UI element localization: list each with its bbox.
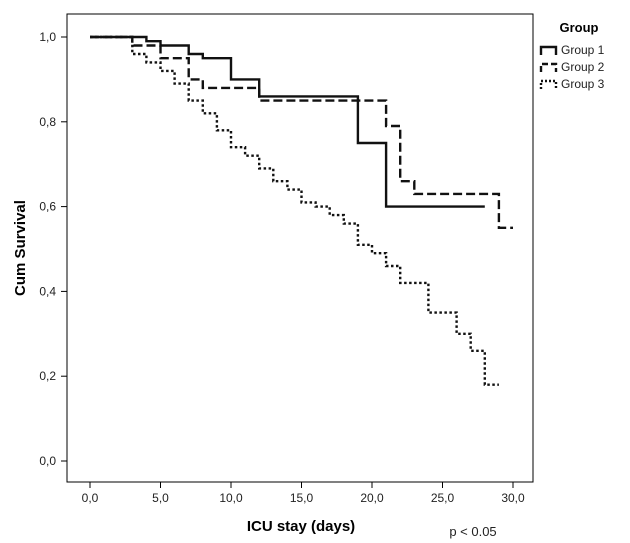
legend-label-2: Group 2 <box>561 60 605 74</box>
y-tick-label: 1,0 <box>39 30 56 44</box>
y-tick-label: 0,8 <box>39 115 56 129</box>
plot-area-frame <box>66 13 534 483</box>
legend-label-1: Group 1 <box>561 43 605 57</box>
legend-label-3: Group 3 <box>561 77 605 91</box>
legend-symbol-2 <box>539 62 558 72</box>
survival-curves <box>90 35 513 386</box>
axis-ticks: 0,0 5,0 10,0 15,0 20,0 25,0 30,0 0,0 0,2 0,4 0,6 0,… <box>39 30 525 505</box>
series-line-group-2 <box>90 35 513 229</box>
x-tick-label: 25,0 <box>431 491 455 505</box>
x-tick-label: 30,0 <box>501 491 525 505</box>
x-axis-label: ICU stay (days) <box>247 518 355 535</box>
legend-title: Group <box>560 20 599 35</box>
x-tick-label: 20,0 <box>360 491 384 505</box>
y-tick-label: 0,0 <box>39 454 56 468</box>
y-tick-label: 0,4 <box>39 284 56 298</box>
x-tick-label: 10,0 <box>219 491 243 505</box>
legend-items: Group 1 Group 2 Group 3 <box>539 43 605 91</box>
y-axis-label: Cum Survival <box>12 200 29 296</box>
legend-symbol-1 <box>539 45 558 55</box>
y-tick-label: 0,2 <box>39 369 56 383</box>
x-tick-label: 5,0 <box>152 491 169 505</box>
legend-symbol-3 <box>539 79 558 89</box>
legend: Group Group 1 Group 2 Group 3 <box>539 20 605 91</box>
series-line-group-3 <box>90 35 499 386</box>
x-tick-label: 0,0 <box>82 491 99 505</box>
x-tick-label: 15,0 <box>290 491 314 505</box>
p-value-annotation: p < 0.05 <box>449 524 496 539</box>
y-tick-label: 0,6 <box>39 200 56 214</box>
series-line-group-1 <box>90 35 485 208</box>
